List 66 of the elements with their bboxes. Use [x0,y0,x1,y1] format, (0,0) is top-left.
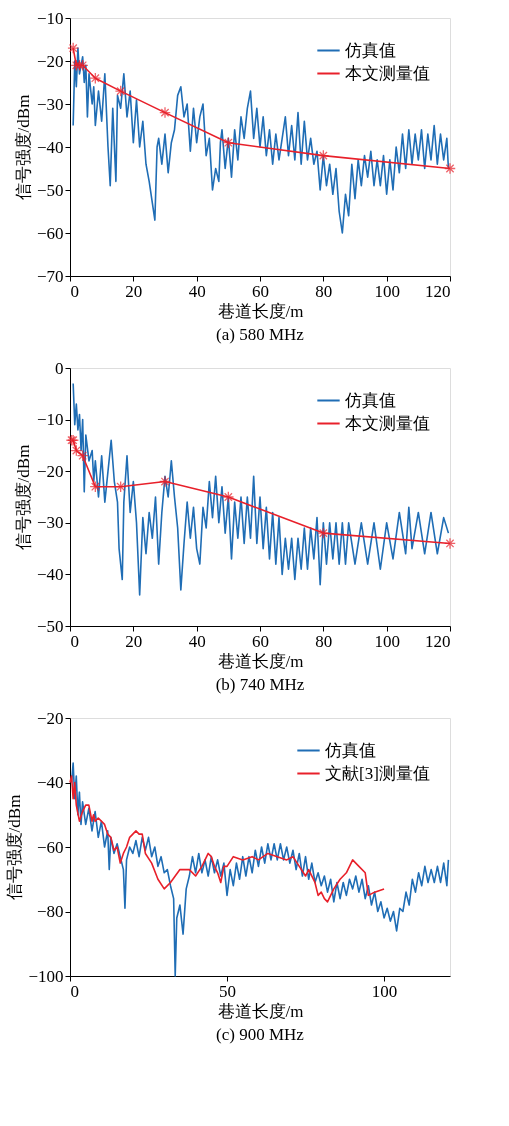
text: (a) 580 MHz [216,325,305,344]
x-tick-label: 50 [219,981,237,1001]
y-tick-label: −60 [36,837,64,857]
y-tick-label: −20 [36,461,64,481]
y-axis-title: 信号强度/dBm [13,444,33,551]
x-axis-title: 巷道长度/m [217,651,304,671]
point [114,480,127,493]
point [444,162,456,175]
line-series [72,382,450,596]
point [222,491,235,503]
x-tick-label: 0 [70,281,79,301]
x-tick-label: 60 [252,631,269,651]
y-axis-title: 信号强度/dBm [5,794,25,901]
x-tick-label: 80 [315,281,333,301]
point [89,72,102,85]
legend-label: 文献[3]测量值 [325,763,430,783]
x-tick-label: 20 [125,281,143,301]
y-tick-label: −20 [36,708,64,728]
y-tick-label: −100 [28,966,64,986]
y-tick-label: −50 [36,616,64,636]
text: (c) 900 MHz [216,1025,305,1044]
x-tick-label: 20 [125,631,143,651]
point [89,480,102,493]
y-tick-label: −70 [36,266,64,286]
x-tick-label: 80 [315,631,333,651]
point [159,106,171,119]
point [114,85,127,97]
legend-label: 仿真值 [344,40,396,60]
y-tick-label: −10 [36,410,64,430]
x-axis-title: 巷道长度/m [217,301,304,321]
x-tick-label: 60 [252,281,269,301]
y-axis-title: 信号强度/dBm [13,94,33,201]
point [76,449,89,462]
point [70,444,83,457]
y-tick-label: −30 [36,513,64,533]
x-tick-label: 0 [70,631,79,651]
legend-label: 本文测量值 [345,63,430,83]
x-tick-label: 100 [374,631,400,651]
x-tick-label: 100 [371,981,398,1001]
x-tick-label: 0 [70,981,79,1001]
legend-label: 仿真值 [344,390,396,410]
y-tick-label: −40 [36,773,64,792]
point [444,537,456,550]
y-tick-label: −20 [36,51,64,71]
y-tick-label: −60 [36,223,64,243]
x-tick-label: 120 [425,631,451,651]
y-tick-label: −50 [36,180,64,200]
point [317,527,330,540]
x-tick-label: 40 [188,631,206,651]
x-axis-title: 巷道长度/m [217,1001,304,1021]
legend-label: 仿真值 [324,740,376,760]
y-tick-label: 0 [55,358,64,378]
text: (b) 740 MHz [215,675,305,694]
legend-label: 本文测量值 [345,413,430,433]
x-tick-label: 100 [374,281,400,301]
y-tick-label: −10 [36,8,64,28]
x-tick-label: 120 [425,281,451,301]
x-tick-label: 40 [188,281,206,301]
y-tick-label: −80 [36,902,64,921]
y-tick-label: −30 [36,94,64,114]
point [317,149,330,162]
point [67,42,80,54]
point [222,136,235,149]
y-tick-label: −40 [36,137,64,157]
point [159,475,171,488]
y-tick-label: −40 [36,564,64,584]
